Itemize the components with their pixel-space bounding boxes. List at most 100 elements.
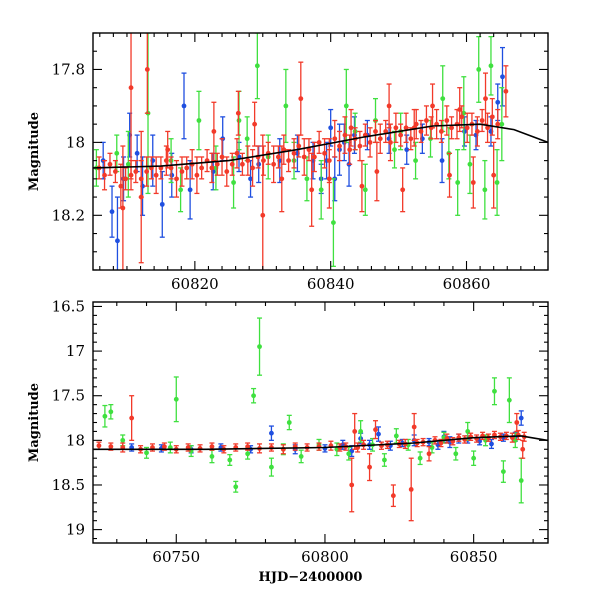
y-tick-label: 17.5 bbox=[52, 387, 85, 405]
data-point bbox=[280, 444, 286, 455]
data-point bbox=[500, 46, 505, 107]
data-point bbox=[453, 446, 459, 461]
data-point bbox=[301, 138, 307, 176]
data-point bbox=[138, 130, 144, 264]
data-point bbox=[286, 149, 292, 173]
data-point bbox=[403, 112, 409, 144]
data-point bbox=[343, 68, 349, 144]
data-point bbox=[373, 119, 379, 144]
data-point bbox=[408, 457, 414, 522]
data-point bbox=[279, 145, 285, 213]
data-point bbox=[495, 108, 501, 140]
data-point bbox=[474, 116, 480, 147]
data-point bbox=[457, 87, 463, 133]
data-point bbox=[271, 145, 277, 184]
data-point bbox=[252, 101, 258, 147]
y-axis-label: Magnitude bbox=[27, 112, 42, 191]
data-point bbox=[211, 101, 217, 162]
data-point bbox=[233, 480, 239, 493]
data-point bbox=[417, 451, 423, 466]
data-point bbox=[227, 453, 233, 466]
data-point bbox=[367, 127, 373, 158]
data-point bbox=[165, 130, 171, 169]
data-point bbox=[398, 123, 404, 147]
data-point bbox=[381, 453, 387, 467]
data-point bbox=[476, 35, 482, 103]
data-point bbox=[128, 33, 134, 180]
data-point bbox=[245, 145, 251, 176]
data-point bbox=[332, 119, 338, 158]
data-point bbox=[275, 145, 281, 169]
x-tick-label: 60820 bbox=[171, 275, 219, 293]
data-point bbox=[386, 83, 392, 129]
model-curve bbox=[93, 123, 548, 169]
data-point bbox=[378, 441, 384, 450]
data-point bbox=[254, 33, 260, 100]
data-point bbox=[383, 119, 389, 144]
x-axis-label: HJD−2400000 bbox=[259, 570, 363, 585]
data-point bbox=[454, 108, 460, 140]
data-point bbox=[250, 149, 256, 187]
data-point bbox=[485, 112, 491, 144]
data-point bbox=[123, 167, 129, 191]
y-tick-label: 18.5 bbox=[52, 476, 85, 494]
data-point bbox=[283, 68, 289, 144]
data-point bbox=[102, 159, 108, 191]
data-point bbox=[291, 138, 297, 169]
axes-frame bbox=[92, 32, 549, 271]
x-tick-label: 60840 bbox=[307, 275, 355, 293]
data-point bbox=[179, 156, 185, 187]
data-point bbox=[438, 438, 444, 448]
data-point bbox=[306, 138, 312, 162]
data-point bbox=[167, 441, 173, 454]
upper-panel: 60820 60840 60860 17.8 18 18.2 Magnitude bbox=[27, 32, 549, 293]
data-point bbox=[471, 450, 477, 466]
data-point bbox=[434, 108, 440, 140]
data-point bbox=[489, 97, 495, 136]
data-point bbox=[178, 167, 184, 213]
data-point bbox=[251, 387, 257, 404]
data-point bbox=[464, 112, 470, 144]
data-point bbox=[359, 159, 365, 213]
data-point bbox=[503, 65, 509, 118]
data-point bbox=[316, 130, 322, 154]
data-point bbox=[373, 420, 379, 440]
data-point bbox=[260, 145, 266, 176]
data-point bbox=[120, 442, 126, 453]
data-point bbox=[235, 90, 241, 136]
data-point bbox=[392, 130, 398, 169]
data-point bbox=[423, 105, 429, 136]
y-tick-label: 17.8 bbox=[52, 60, 85, 78]
data-point bbox=[390, 484, 396, 508]
data-point bbox=[467, 134, 473, 195]
data-point bbox=[204, 149, 210, 173]
data-point bbox=[374, 141, 380, 202]
model-curve bbox=[93, 435, 548, 451]
data-point bbox=[491, 141, 497, 209]
axis-ticks bbox=[93, 32, 549, 271]
data-point bbox=[483, 72, 489, 125]
data-point bbox=[256, 145, 262, 184]
axis-ticks bbox=[93, 302, 548, 543]
data-point bbox=[494, 149, 500, 216]
data-point bbox=[411, 412, 417, 442]
data-point bbox=[328, 108, 334, 147]
data-point bbox=[326, 149, 332, 209]
data-point bbox=[234, 138, 240, 169]
data-point bbox=[144, 33, 150, 114]
data-point bbox=[349, 457, 355, 513]
data-point bbox=[404, 134, 410, 165]
data-point bbox=[462, 435, 468, 444]
x-tick-label: 60750 bbox=[152, 548, 200, 566]
data-point bbox=[400, 167, 406, 213]
data-point bbox=[520, 439, 526, 459]
data-point bbox=[488, 438, 494, 450]
data-point bbox=[281, 134, 287, 165]
data-point bbox=[224, 156, 230, 187]
data-point bbox=[268, 457, 274, 477]
lower-panel: 60750 60800 60850 16.5 17 17.5 18 18.5 19 Magnitu… bbox=[27, 297, 549, 585]
data-point bbox=[102, 404, 108, 428]
data-point bbox=[393, 428, 399, 444]
data-point bbox=[430, 83, 436, 129]
data-point bbox=[233, 443, 239, 452]
